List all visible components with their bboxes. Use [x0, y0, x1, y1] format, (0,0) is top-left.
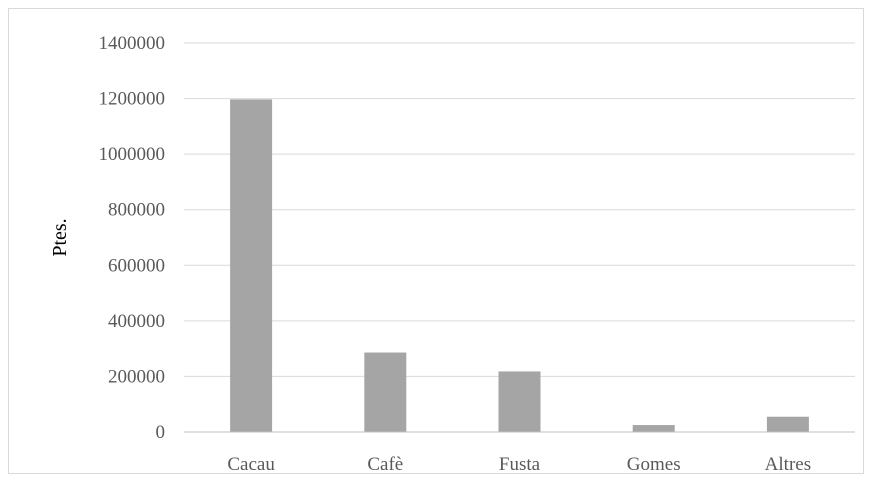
x-axis-ticks: Cacau Cafè Fusta Gomes Altres — [227, 454, 811, 475]
x-tick-label: Gomes — [627, 454, 681, 475]
y-tick-label: 1200000 — [99, 89, 166, 110]
bar-altres — [766, 416, 809, 432]
y-axis-label: Ptes. — [49, 218, 71, 256]
y-tick-label: 200000 — [108, 366, 165, 387]
bars — [230, 99, 809, 432]
bar-cacau — [230, 99, 273, 432]
bar-cafè — [364, 352, 407, 432]
bar-gomes — [632, 425, 675, 432]
bar-fusta — [498, 371, 541, 432]
y-axis-ticks: 0 200000 400000 600000 800000 1000000 1200000 1… — [99, 33, 166, 443]
y-tick-label: 800000 — [108, 200, 165, 221]
y-tick-label: 400000 — [108, 311, 165, 332]
y-tick-label: 1000000 — [99, 144, 166, 165]
y-tick-label: 600000 — [108, 255, 165, 276]
x-tick-label: Cacau — [227, 454, 275, 475]
x-tick-label: Fusta — [499, 454, 541, 475]
y-tick-label: 1400000 — [99, 33, 166, 54]
x-tick-label: Cafè — [367, 454, 403, 475]
chart-frame — [8, 8, 864, 474]
y-tick-label: 0 — [156, 422, 166, 443]
gridlines — [184, 42, 855, 377]
x-tick-label: Altres — [765, 454, 811, 475]
